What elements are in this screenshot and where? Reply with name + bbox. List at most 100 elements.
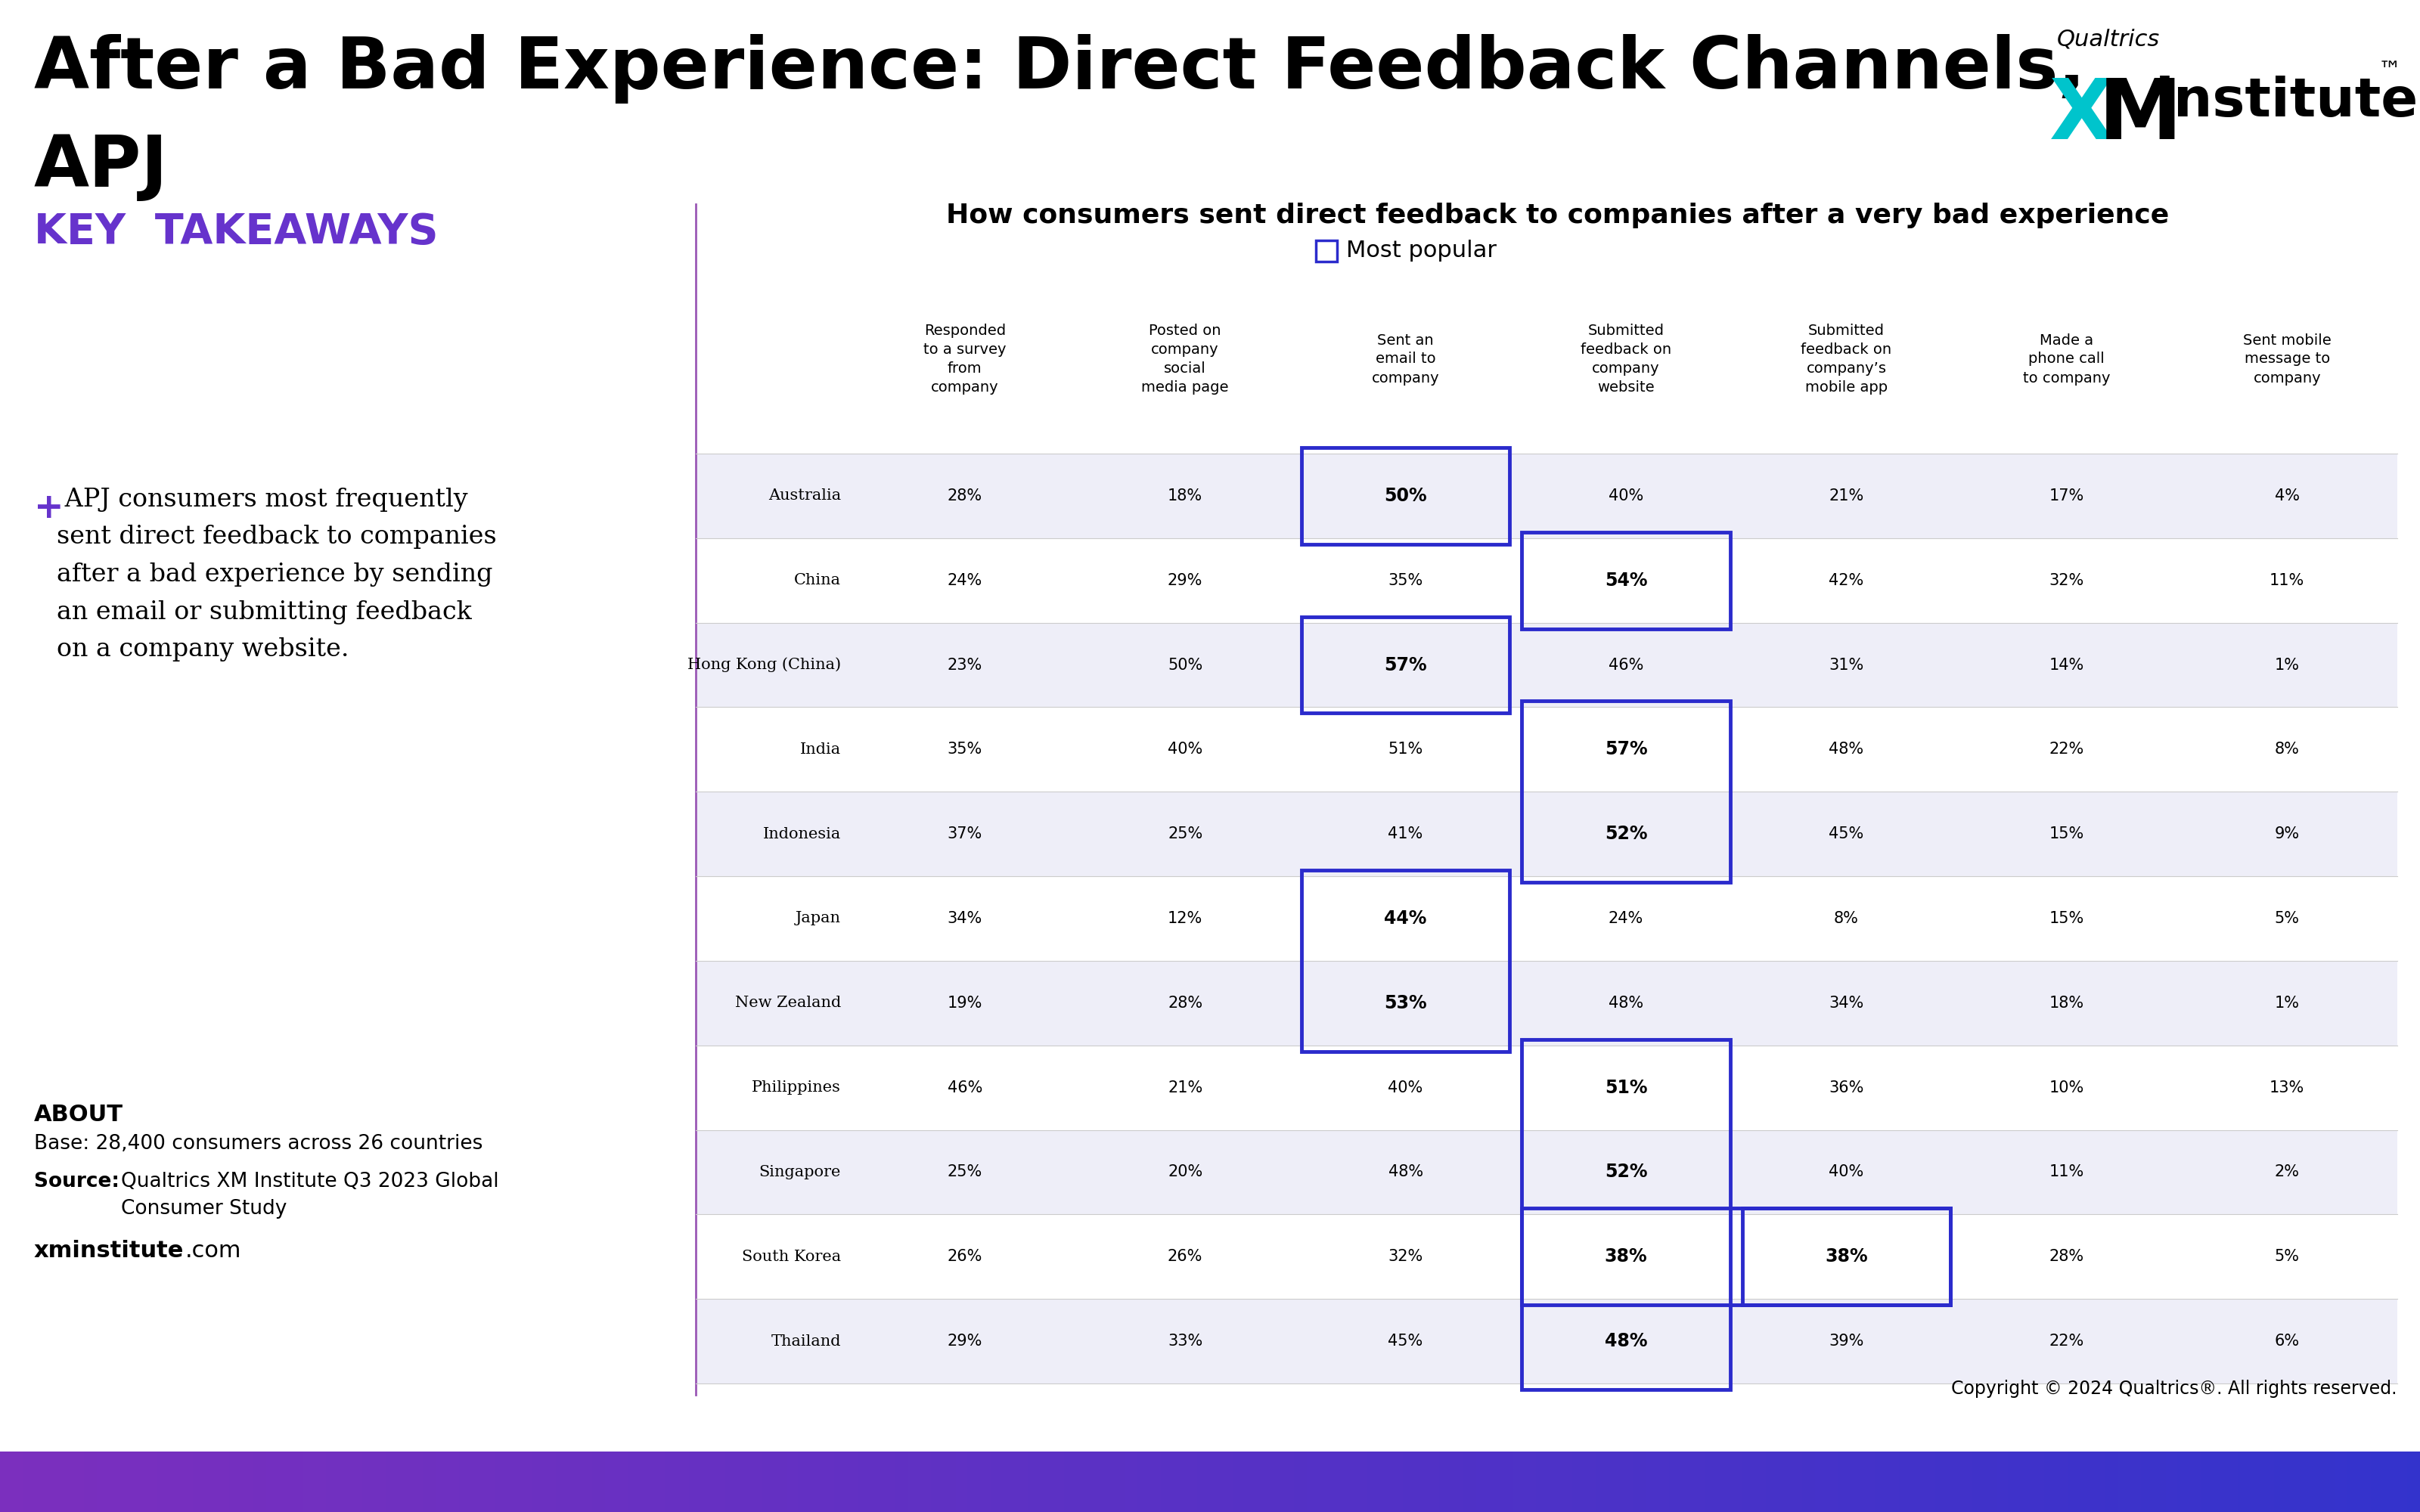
Bar [1522,532,1730,629]
Text: 35%: 35% [1389,573,1423,588]
Bar [1522,702,1730,883]
Text: Thailand: Thailand [772,1334,842,1349]
Text: 22%: 22% [2050,1334,2084,1349]
Text: 45%: 45% [1389,1334,1423,1349]
Text: 41%: 41% [1389,827,1423,842]
Bar [1742,1208,1951,1305]
Text: Made a
phone call
to company: Made a phone call to company [2023,333,2110,386]
Text: 51%: 51% [1389,742,1423,758]
Text: 38%: 38% [1825,1247,1868,1266]
Text: 5%: 5% [2275,910,2299,925]
Text: 39%: 39% [1830,1334,1863,1349]
Text: 20%: 20% [1169,1164,1203,1179]
Text: 46%: 46% [946,1080,983,1095]
Text: South Korea: South Korea [743,1249,842,1264]
Bar [697,1299,2398,1383]
Text: 18%: 18% [1169,488,1203,503]
Bar [697,708,2398,792]
Bar [697,1214,2398,1299]
Text: Singapore: Singapore [760,1164,842,1179]
Text: 32%: 32% [2050,573,2084,588]
Text: 32%: 32% [1389,1249,1423,1264]
Text: 42%: 42% [1830,573,1863,588]
Text: Australia: Australia [767,488,842,503]
Text: Indonesia: Indonesia [762,827,842,841]
Text: 52%: 52% [1604,1163,1648,1181]
Text: 2%: 2% [2275,1164,2299,1179]
Text: 34%: 34% [1830,995,1863,1010]
Text: 48%: 48% [1604,1332,1648,1350]
Text: 52%: 52% [1604,826,1648,844]
Text: 1%: 1% [2275,658,2299,673]
Text: .com: .com [186,1240,242,1261]
Text: 48%: 48% [1830,742,1863,758]
Text: 26%: 26% [1166,1249,1203,1264]
Text: X: X [2050,76,2115,157]
Text: KEY  TAKEAWAYS: KEY TAKEAWAYS [34,212,438,253]
Text: 17%: 17% [2050,488,2084,503]
Text: 48%: 48% [1389,1164,1423,1179]
Text: 14%: 14% [2050,658,2084,673]
Text: Qualtrics XM Institute Q3 2023 Global
Consumer Study: Qualtrics XM Institute Q3 2023 Global Co… [121,1172,499,1219]
Text: Most popular: Most popular [1346,240,1496,262]
Bar [697,792,2398,877]
Text: Qualtrics: Qualtrics [2057,29,2161,50]
Text: ™: ™ [2379,60,2401,82]
Text: Source:: Source: [34,1172,126,1191]
Text: Copyright © 2024 Qualtrics®. All rights reserved.: Copyright © 2024 Qualtrics®. All rights … [1951,1379,2398,1397]
Text: 40%: 40% [1169,742,1203,758]
Bar [1302,871,1510,1051]
Text: How consumers sent direct feedback to companies after a very bad experience: How consumers sent direct feedback to co… [946,203,2168,228]
Text: 6%: 6% [2275,1334,2299,1349]
Text: 22%: 22% [2050,742,2084,758]
Text: 8%: 8% [2275,742,2299,758]
Text: 51%: 51% [1604,1078,1648,1096]
Text: 57%: 57% [1384,656,1428,674]
Text: Posted on
company
social
media page: Posted on company social media page [1142,324,1229,395]
Bar [697,1045,2398,1129]
Text: 48%: 48% [1609,995,1643,1010]
Text: 9%: 9% [2275,827,2299,842]
Bar [697,1129,2398,1214]
Text: 23%: 23% [946,658,983,673]
Text: 28%: 28% [1169,995,1203,1010]
Text: institute: institute [2156,76,2418,129]
Text: 34%: 34% [946,910,983,925]
Text: 24%: 24% [946,573,983,588]
Text: 33%: 33% [1169,1334,1203,1349]
Text: Sent mobile
message to
company: Sent mobile message to company [2243,333,2330,386]
Text: 19%: 19% [946,995,983,1010]
Text: 26%: 26% [946,1249,983,1264]
Text: 11%: 11% [2050,1164,2084,1179]
Text: Submitted
feedback on
company’s
mobile app: Submitted feedback on company’s mobile a… [1800,324,1892,395]
Text: 12%: 12% [1169,910,1203,925]
Text: 18%: 18% [2050,995,2084,1010]
Text: Responded
to a survey
from
company: Responded to a survey from company [924,324,1007,395]
Text: 28%: 28% [2050,1249,2084,1264]
Text: China: China [794,573,842,588]
Bar [1522,1208,1951,1305]
Bar [697,877,2398,960]
Text: 37%: 37% [946,827,983,842]
Text: 5%: 5% [2275,1249,2299,1264]
Text: 50%: 50% [1384,487,1428,505]
Text: 46%: 46% [1609,658,1643,673]
Text: Hong Kong (China): Hong Kong (China) [687,658,842,673]
Bar [697,454,2398,538]
Text: 1%: 1% [2275,995,2299,1010]
Text: 45%: 45% [1830,827,1863,842]
Text: xminstitute: xminstitute [34,1240,184,1261]
Bar [1316,240,1336,262]
Text: 35%: 35% [946,742,983,758]
Text: 50%: 50% [1169,658,1203,673]
Text: Philippines: Philippines [753,1081,842,1095]
Text: 31%: 31% [1830,658,1863,673]
Text: 11%: 11% [2270,573,2304,588]
Text: Japan: Japan [796,912,842,925]
Text: 40%: 40% [1830,1164,1863,1179]
Text: 40%: 40% [1609,488,1643,503]
Bar [697,538,2398,623]
Text: 15%: 15% [2050,827,2084,842]
Bar [1522,1039,1730,1390]
Text: Sent an
email to
company: Sent an email to company [1372,333,1440,386]
